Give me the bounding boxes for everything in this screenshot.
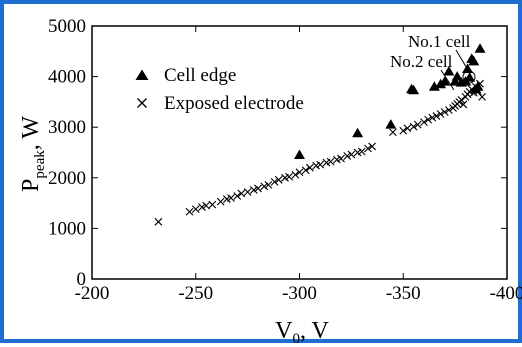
y-tick-label: 1000 (48, 218, 86, 239)
y-axis-title-sub: peak (32, 150, 48, 179)
legend: Cell edge Exposed electrode (136, 65, 304, 114)
exposed-electrode-point (302, 167, 309, 174)
legend-triangle-marker (136, 70, 149, 81)
legend-label-cell-edge: Cell edge (164, 65, 236, 86)
cell-edge-point (385, 119, 396, 129)
y-tick-label: 4000 (48, 67, 86, 88)
annotation-no1-cell: No.1 cell (408, 32, 471, 51)
y-tick-label: 5000 (48, 16, 86, 37)
x-tick-label: -250 (178, 283, 213, 304)
exposed-electrode-point (209, 201, 216, 208)
x-tick-label: -300 (282, 283, 317, 304)
cell-edge-point (475, 43, 486, 53)
exposed-electrode-point (155, 218, 162, 225)
exposed-electrode-point (234, 193, 241, 200)
exposed-electrode-point (400, 127, 407, 134)
y-axis-title-main: P (18, 179, 44, 192)
exposed-electrode-point (389, 129, 396, 136)
exposed-electrode-point (192, 206, 199, 213)
exposed-electrode-point (306, 164, 313, 171)
x-axis-title-sub: 0 (292, 331, 300, 347)
x-tick-label: -200 (75, 283, 110, 304)
exposed-electrode-point (292, 171, 299, 178)
scatter-chart: 0 1000 2000 3000 4000 5000 -200 -250 -300 -350 -4… (4, 4, 522, 347)
exposed-electrode-point (217, 198, 224, 205)
cell-edge-point (352, 128, 363, 138)
x-axis-title-unit: , V (300, 318, 330, 344)
annotation-no1-leader (456, 50, 468, 70)
exposed-electrode-point (244, 188, 251, 195)
legend-label-exposed-electrode: Exposed electrode (164, 93, 304, 114)
exposed-electrode-point (404, 125, 411, 132)
y-tick-label: 3000 (48, 117, 86, 138)
exposed-electrode-point (238, 190, 245, 197)
exposed-electrode-point (296, 169, 303, 176)
x-tick-label: -350 (386, 283, 421, 304)
x-axis-ticks: -200 -250 -300 -350 -400 (75, 26, 522, 304)
cell-edge-point (294, 150, 305, 160)
x-tick-label: -400 (490, 283, 522, 304)
y-tick-label: 2000 (48, 168, 86, 189)
x-axis-title-main: V (275, 318, 293, 344)
y-axis-title-unit: , W (18, 116, 44, 151)
exposed-electrode-point (186, 208, 193, 215)
y-axis-title: Ppeak, W (18, 116, 48, 192)
annotation-no2-cell: No.2 cell (390, 52, 453, 71)
legend-x-marker (138, 99, 147, 108)
exposed-electrode-point (479, 93, 486, 100)
exposed-electrode-point (421, 119, 428, 126)
